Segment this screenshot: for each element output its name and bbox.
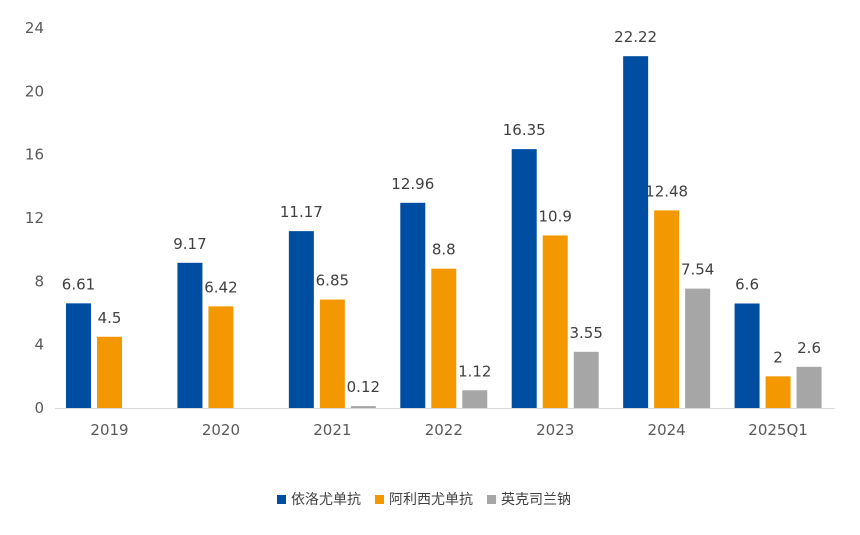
- legend-swatch: [487, 495, 496, 504]
- bar: [350, 406, 376, 408]
- bar: [462, 390, 488, 408]
- legend-swatch: [277, 495, 286, 504]
- data-label: 8.8: [432, 241, 456, 259]
- bar: [765, 376, 791, 408]
- data-label: 6.85: [316, 272, 349, 290]
- data-label: 10.9: [539, 207, 572, 225]
- bar: [573, 351, 599, 408]
- bar: [288, 231, 314, 408]
- y-tick-label: 20: [25, 82, 44, 100]
- bar: [796, 366, 822, 408]
- bar: [400, 202, 426, 408]
- legend-item: 依洛尤单抗: [277, 492, 361, 508]
- legend: 依洛尤单抗 阿利西尤单抗 英克司兰钠: [277, 491, 571, 508]
- data-label: 22.22: [614, 28, 657, 46]
- data-label: 6.6: [735, 276, 759, 294]
- y-tick-label: 16: [25, 146, 44, 164]
- x-tick-label: 2024: [648, 421, 686, 439]
- data-label: 3.55: [570, 324, 603, 342]
- x-tick-label: 2020: [202, 421, 240, 439]
- x-tick-label: 2022: [425, 421, 463, 439]
- data-label: 4.5: [98, 309, 122, 327]
- x-tick-label: 2023: [536, 421, 574, 439]
- data-label: 2.6: [797, 339, 821, 357]
- y-axis: 0 4 8 12 16 20 24: [25, 19, 44, 417]
- bar: [623, 56, 649, 408]
- data-label: 0.12: [347, 378, 380, 396]
- y-tick-label: 24: [25, 19, 44, 37]
- x-axis: 2019 2020 2021 2022 2023 2024 2025Q1: [55, 408, 835, 439]
- y-tick-label: 0: [34, 399, 44, 417]
- data-label: 12.48: [645, 182, 688, 200]
- bar: [511, 149, 537, 408]
- legend-item: 英克司兰钠: [487, 491, 571, 508]
- legend-label: 阿利西尤单抗: [389, 492, 473, 508]
- legend-item: 阿利西尤单抗: [375, 492, 473, 508]
- bar: [177, 262, 203, 408]
- bar: [685, 288, 711, 408]
- bar: [97, 336, 122, 408]
- x-tick-label: 2025Q1: [748, 421, 808, 439]
- bar: [654, 210, 680, 408]
- data-label: 11.17: [280, 203, 323, 221]
- bar: [734, 303, 760, 408]
- y-tick-label: 4: [34, 336, 44, 354]
- data-label: 9.17: [173, 235, 206, 253]
- bar: [319, 299, 345, 408]
- legend-swatch: [375, 495, 384, 504]
- data-label: 7.54: [681, 261, 714, 279]
- data-label: 6.42: [204, 278, 237, 296]
- data-label: 2: [773, 348, 783, 366]
- bar: [66, 303, 91, 408]
- bar: [542, 235, 568, 408]
- bar: [431, 268, 457, 408]
- data-label: 16.35: [503, 121, 546, 139]
- legend-label: 依洛尤单抗: [291, 492, 361, 508]
- bars-group: [66, 56, 822, 408]
- data-label: 1.12: [458, 362, 491, 380]
- y-tick-label: 12: [25, 209, 44, 227]
- data-label: 6.61: [62, 275, 95, 293]
- data-label: 12.96: [391, 175, 434, 193]
- y-tick-label: 8: [34, 272, 44, 290]
- legend-label: 英克司兰钠: [501, 491, 571, 508]
- x-tick-label: 2019: [90, 421, 128, 439]
- data-labels-group: 6.614.5 9.17 6.42 11.17 6.85 0.12 12.96 8.8 1.12…: [62, 28, 821, 396]
- bar: [208, 306, 234, 408]
- x-tick-label: 2021: [313, 421, 351, 439]
